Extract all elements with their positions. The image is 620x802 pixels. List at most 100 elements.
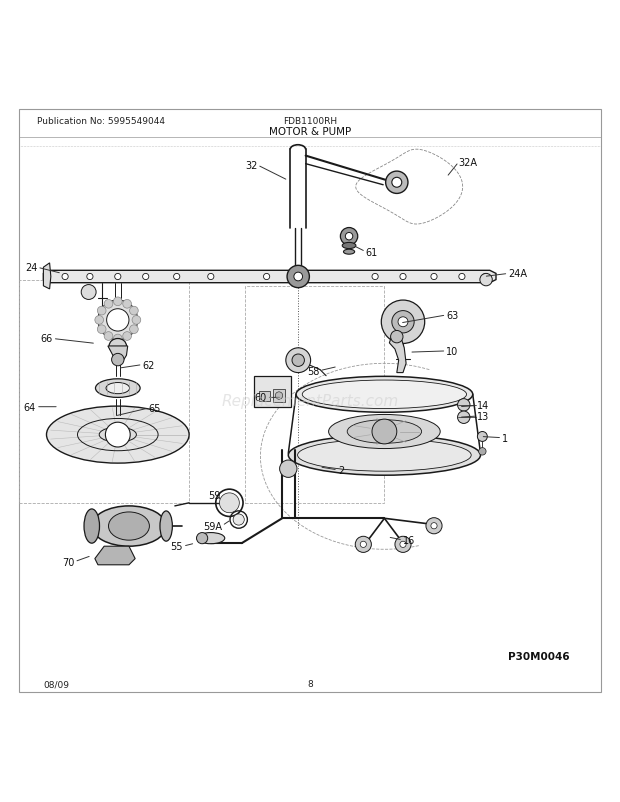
Text: 32: 32	[245, 160, 257, 171]
Circle shape	[398, 318, 408, 327]
Circle shape	[479, 448, 486, 456]
Ellipse shape	[46, 407, 189, 464]
Text: 16: 16	[403, 535, 415, 545]
Circle shape	[123, 300, 131, 309]
Text: 65: 65	[149, 403, 161, 413]
Circle shape	[95, 316, 104, 325]
Circle shape	[340, 229, 358, 245]
Circle shape	[431, 523, 437, 529]
Text: 24: 24	[25, 263, 37, 273]
Text: 1: 1	[502, 433, 508, 444]
Text: 62: 62	[143, 360, 155, 370]
Ellipse shape	[343, 250, 355, 255]
Circle shape	[395, 537, 411, 553]
Polygon shape	[108, 346, 128, 364]
Circle shape	[294, 273, 303, 282]
Circle shape	[482, 274, 489, 280]
Text: 61: 61	[366, 247, 378, 257]
Circle shape	[345, 233, 353, 241]
Text: 59A: 59A	[203, 521, 222, 531]
Circle shape	[372, 274, 378, 280]
Ellipse shape	[342, 243, 356, 249]
Circle shape	[400, 274, 406, 280]
Circle shape	[400, 541, 406, 548]
Ellipse shape	[92, 506, 166, 546]
Text: P30M0046: P30M0046	[508, 651, 570, 661]
Ellipse shape	[99, 427, 136, 443]
Circle shape	[208, 274, 214, 280]
Text: 2: 2	[338, 465, 344, 476]
Ellipse shape	[296, 377, 472, 413]
Circle shape	[459, 274, 465, 280]
Circle shape	[392, 178, 402, 188]
Circle shape	[174, 274, 180, 280]
Circle shape	[372, 419, 397, 444]
Circle shape	[123, 332, 131, 341]
Circle shape	[458, 411, 470, 424]
Ellipse shape	[197, 533, 224, 544]
Text: 66: 66	[40, 334, 53, 344]
Polygon shape	[43, 271, 496, 283]
Circle shape	[87, 274, 93, 280]
Text: 55: 55	[170, 541, 183, 552]
Text: 08/09: 08/09	[43, 679, 69, 688]
Ellipse shape	[84, 509, 99, 544]
Text: Publication No: 5995549044: Publication No: 5995549044	[37, 116, 165, 126]
Circle shape	[360, 541, 366, 548]
Bar	[259, 391, 270, 401]
Circle shape	[477, 432, 487, 442]
Bar	[19, 280, 189, 503]
Circle shape	[113, 298, 122, 306]
Circle shape	[105, 423, 130, 448]
Bar	[254, 376, 291, 407]
Ellipse shape	[288, 435, 480, 476]
Text: 60: 60	[254, 393, 267, 403]
Circle shape	[391, 331, 403, 343]
Ellipse shape	[109, 339, 126, 354]
Circle shape	[280, 460, 297, 478]
Circle shape	[381, 301, 425, 344]
Circle shape	[275, 392, 283, 399]
Circle shape	[233, 514, 244, 525]
Polygon shape	[389, 334, 406, 373]
Text: MOTOR & PUMP: MOTOR & PUMP	[269, 127, 351, 136]
Text: 70: 70	[62, 557, 74, 567]
Circle shape	[286, 348, 311, 373]
Circle shape	[431, 274, 437, 280]
Text: 58: 58	[307, 367, 319, 376]
Text: 63: 63	[446, 310, 459, 321]
Circle shape	[264, 274, 270, 280]
Polygon shape	[43, 264, 51, 290]
Circle shape	[219, 493, 239, 513]
Ellipse shape	[106, 383, 130, 395]
Text: 24A: 24A	[508, 269, 528, 279]
Ellipse shape	[298, 439, 471, 472]
Circle shape	[386, 172, 408, 194]
Ellipse shape	[160, 512, 172, 541]
Circle shape	[98, 301, 138, 340]
Circle shape	[132, 316, 141, 325]
Circle shape	[81, 286, 96, 300]
Circle shape	[426, 518, 442, 534]
Text: 10: 10	[446, 346, 459, 356]
Text: 13: 13	[477, 411, 490, 422]
Circle shape	[355, 537, 371, 553]
Ellipse shape	[303, 381, 466, 409]
Ellipse shape	[197, 533, 208, 544]
Circle shape	[97, 307, 106, 315]
Ellipse shape	[347, 420, 422, 444]
Circle shape	[112, 354, 124, 367]
Circle shape	[480, 274, 492, 286]
Text: FDB1100RH: FDB1100RH	[283, 116, 337, 126]
Text: 8: 8	[307, 679, 313, 688]
Circle shape	[301, 274, 307, 280]
Circle shape	[104, 300, 113, 309]
Circle shape	[143, 274, 149, 280]
Circle shape	[130, 307, 138, 315]
Circle shape	[113, 334, 122, 343]
Text: 32A: 32A	[459, 158, 478, 168]
Ellipse shape	[95, 379, 140, 398]
Text: ReplacementParts.com: ReplacementParts.com	[221, 394, 399, 408]
Circle shape	[292, 354, 304, 367]
Ellipse shape	[108, 512, 149, 541]
